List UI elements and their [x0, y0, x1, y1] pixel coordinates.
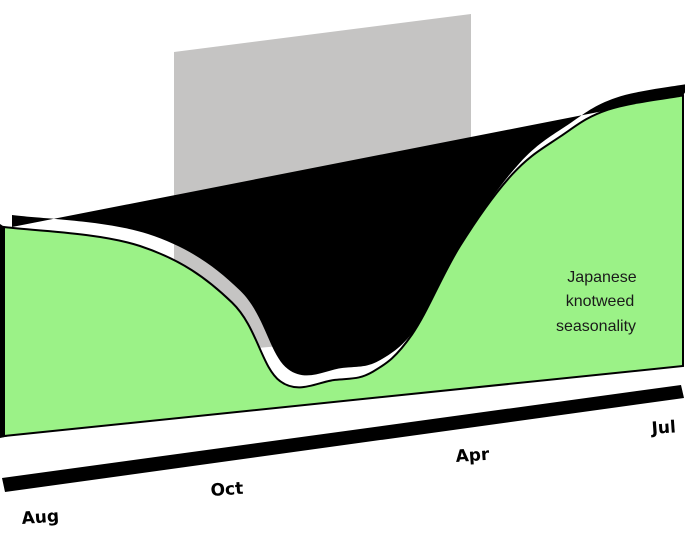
tick-label-apr: Apr — [455, 445, 491, 467]
area-top-rim — [12, 84, 685, 376]
series-label-line1: Japanese — [567, 269, 636, 286]
area-layer — [0, 84, 685, 438]
x-axis-bar — [2, 385, 684, 492]
series-label-line3: seasonality — [556, 318, 636, 335]
tick-label-jul: Jul — [650, 417, 677, 439]
series-label-line2: knotweed — [566, 293, 635, 310]
tick-label-aug: Aug — [21, 506, 60, 529]
series-area-knotweed — [3, 94, 684, 438]
tick-label-oct: Oct — [210, 479, 244, 501]
